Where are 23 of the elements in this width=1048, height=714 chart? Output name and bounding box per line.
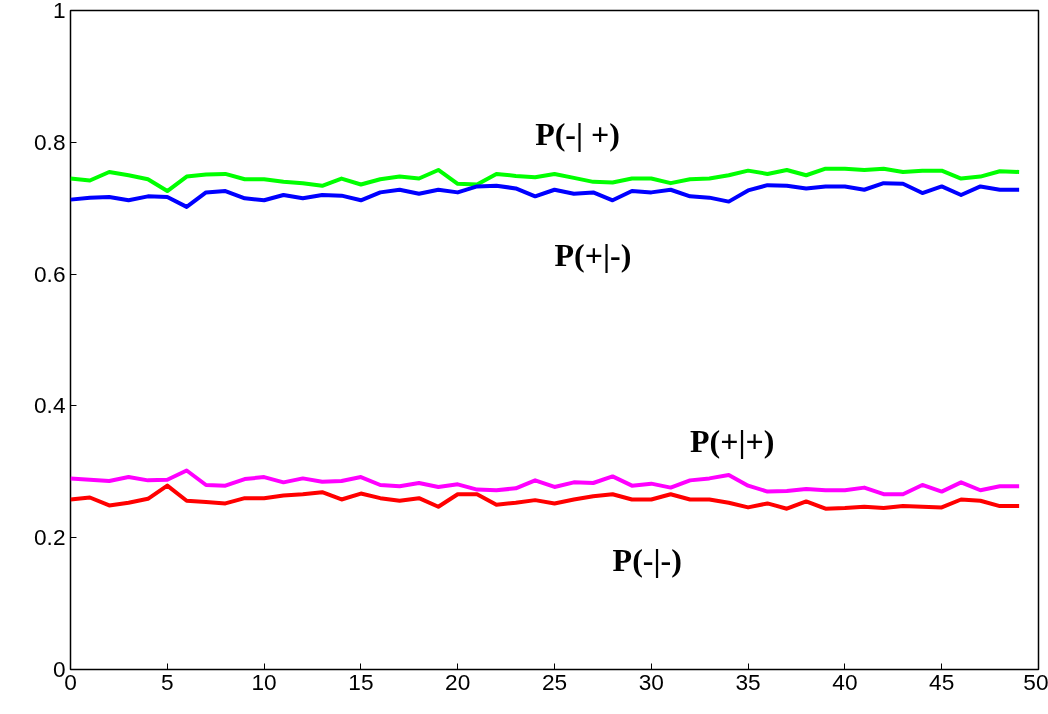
- x-tick-label: 40: [832, 668, 858, 695]
- series-label: P(-| +): [535, 115, 620, 152]
- x-tick-label: 30: [638, 668, 664, 695]
- line-series: [70, 181, 1022, 209]
- y-tick-label: 0.8: [34, 128, 66, 155]
- x-tick-label: 10: [251, 668, 277, 695]
- y-tick-label: 0.4: [34, 392, 66, 419]
- series-label: P(+|-): [554, 237, 632, 274]
- x-tick-label: 45: [929, 668, 955, 695]
- x-tick-label: 5: [161, 668, 174, 695]
- x-tick-label: 50: [1023, 668, 1048, 695]
- y-tick-label: 1: [52, 0, 66, 23]
- line-series: [70, 468, 1022, 497]
- series-label: P(-|-): [612, 542, 682, 579]
- x-tick-label: 15: [348, 668, 374, 695]
- series-label: P(+|+): [690, 423, 775, 460]
- x-tick-label: 20: [445, 668, 471, 695]
- y-tick-label: 0.6: [34, 260, 66, 287]
- y-tick-label: 0.2: [34, 524, 66, 551]
- x-tick-label: 25: [541, 668, 568, 695]
- x-tick-label: 35: [735, 668, 761, 695]
- line-series: [70, 166, 1022, 194]
- line-series: [70, 483, 1022, 511]
